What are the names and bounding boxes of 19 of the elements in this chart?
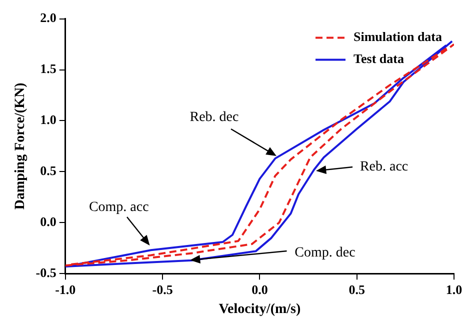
annotation: Comp. acc	[88, 200, 149, 215]
annotation: Reb. acc	[360, 160, 408, 175]
x-tick-label: -0.5	[152, 282, 174, 297]
x-tick-label: 0.0	[252, 282, 268, 297]
y-tick-label: 0.5	[40, 163, 57, 178]
legend-label: Test data	[354, 51, 404, 66]
annotation: Reb. dec	[190, 110, 239, 125]
y-tick-label: 1.5	[40, 61, 57, 76]
y-tick-label: 2.0	[40, 10, 56, 26]
legend-label: Simulation data	[354, 29, 442, 44]
annotation: Comp. dec	[294, 246, 356, 261]
y-axis-title: Damping Force/(KN)	[13, 82, 28, 210]
y-tick-label: -0.5	[36, 264, 57, 280]
x-axis-title: Velocity/(m/s)	[218, 302, 301, 318]
y-tick-label: 0.0	[40, 214, 56, 229]
y-tick-label: 1.0	[40, 112, 56, 128]
x-tick-label: -1.0	[55, 282, 76, 297]
x-tick-label: 1.0	[446, 282, 462, 297]
x-tick-label: 0.5	[348, 282, 366, 297]
